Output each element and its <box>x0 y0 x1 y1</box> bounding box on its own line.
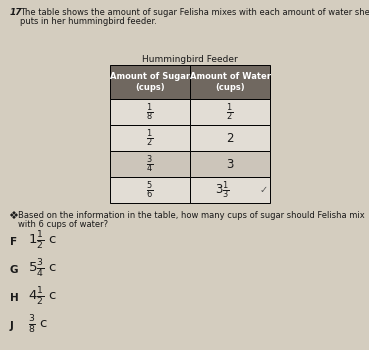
Text: The table shows the amount of sugar Felisha mixes with each amount of water she: The table shows the amount of sugar Feli… <box>20 8 369 17</box>
Text: 3: 3 <box>226 158 234 170</box>
Text: $4\frac{1}{2}$ c: $4\frac{1}{2}$ c <box>28 286 57 308</box>
Bar <box>190 151 270 177</box>
Bar <box>110 125 190 151</box>
Bar <box>190 99 270 125</box>
Text: Hummingbird Feeder: Hummingbird Feeder <box>142 55 238 64</box>
Bar <box>110 65 190 99</box>
Text: $\frac{1}{2}$: $\frac{1}{2}$ <box>227 101 234 123</box>
Text: $\frac{1}{8}$: $\frac{1}{8}$ <box>146 101 154 123</box>
Text: Amount of Water
(cups): Amount of Water (cups) <box>190 72 270 92</box>
Text: $1\frac{1}{2}$ c: $1\frac{1}{2}$ c <box>28 230 57 252</box>
Bar <box>190 125 270 151</box>
Text: $\frac{3}{4}$: $\frac{3}{4}$ <box>146 153 154 175</box>
Bar <box>190 177 270 203</box>
Text: J: J <box>10 321 14 331</box>
Text: $\frac{3}{8}$ c: $\frac{3}{8}$ c <box>28 314 48 336</box>
Text: 2: 2 <box>226 132 234 145</box>
Bar <box>110 99 190 125</box>
Text: ❖: ❖ <box>8 211 18 221</box>
Text: Based on the information in the table, how many cups of sugar should Felisha mix: Based on the information in the table, h… <box>18 211 365 220</box>
Text: with 6 cups of water?: with 6 cups of water? <box>18 220 108 229</box>
Text: $5\frac{3}{4}$ c: $5\frac{3}{4}$ c <box>28 258 57 280</box>
Text: 17: 17 <box>10 8 23 17</box>
Text: G: G <box>10 265 18 275</box>
Bar <box>110 151 190 177</box>
Text: puts in her hummingbird feeder.: puts in her hummingbird feeder. <box>20 17 157 26</box>
Text: $3\frac{1}{3}$: $3\frac{1}{3}$ <box>215 179 230 201</box>
Bar <box>110 177 190 203</box>
Text: $\frac{5}{6}$: $\frac{5}{6}$ <box>146 179 154 201</box>
Text: H: H <box>10 293 19 303</box>
Text: $\frac{1}{2}$: $\frac{1}{2}$ <box>146 127 154 149</box>
Text: F: F <box>10 237 17 247</box>
Bar <box>190 65 270 99</box>
Text: Amount of Sugar
(cups): Amount of Sugar (cups) <box>110 72 190 92</box>
Text: ✓: ✓ <box>260 185 268 195</box>
